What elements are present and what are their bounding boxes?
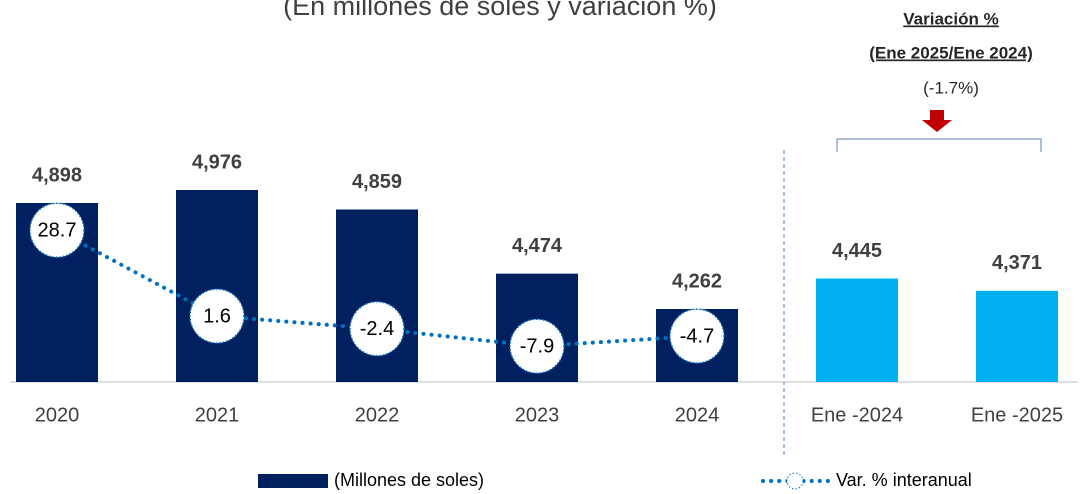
data-label: 4,859 — [352, 171, 402, 193]
x-tick-label: 2023 — [515, 404, 560, 426]
point — [509, 318, 565, 374]
data-label: 4,445 — [832, 240, 882, 262]
point — [29, 202, 85, 259]
bar — [816, 278, 898, 382]
annotation: Variación % — [903, 9, 998, 28]
bar — [976, 290, 1058, 382]
x-tick-label: Ene -2024 — [811, 404, 903, 426]
x-tick-label: Ene -2025 — [971, 404, 1063, 426]
annotation: (Ene 2025/Ene 2024) — [869, 43, 1032, 62]
annotation: (-1.7%) — [923, 78, 979, 97]
point — [349, 301, 405, 357]
legend-label: (Millones de soles) — [334, 470, 484, 490]
x-tick-label: 2021 — [195, 404, 240, 426]
down-arrow — [922, 110, 952, 132]
data-label: 4,371 — [992, 252, 1042, 274]
legend-label: Var. % interanual — [836, 470, 972, 490]
chart-title: (En millones de soles y variación %) — [283, 0, 717, 21]
data-label: -2.4 — [360, 318, 394, 340]
point — [189, 288, 245, 344]
data-label: 1.6 — [203, 305, 231, 327]
data-label: 4,898 — [32, 164, 82, 186]
point — [669, 308, 725, 364]
legend-swatch — [258, 474, 328, 488]
legend-marker — [786, 472, 804, 490]
data-label: -4.7 — [680, 325, 714, 347]
data-label: 4,474 — [512, 235, 563, 257]
x-tick-label: 2024 — [675, 404, 720, 426]
data-label: -7.9 — [520, 335, 554, 357]
data-label: 28.7 — [38, 220, 77, 242]
bracket — [836, 138, 1042, 152]
x-tick-label: 2022 — [355, 404, 400, 426]
data-label: 4,262 — [672, 270, 722, 292]
x-tick-label: 2020 — [35, 404, 80, 426]
data-label: 4,976 — [192, 151, 242, 173]
bar — [176, 190, 258, 382]
